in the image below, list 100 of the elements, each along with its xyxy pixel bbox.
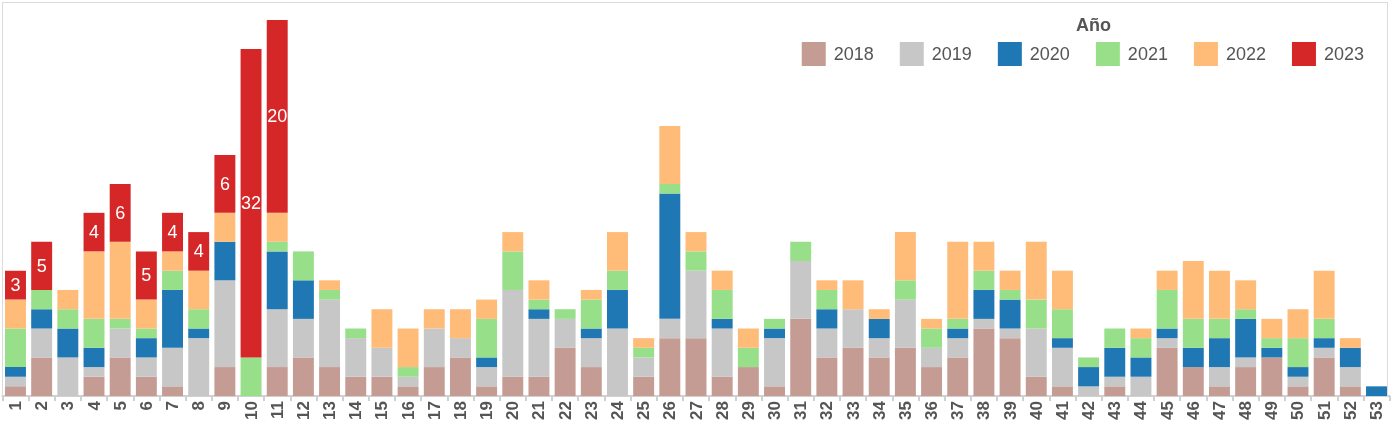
x-tick-label: 18 xyxy=(450,401,470,420)
bar xyxy=(31,357,53,396)
bar xyxy=(554,347,576,396)
bar xyxy=(1287,367,1309,377)
bar xyxy=(1078,357,1100,368)
bar xyxy=(240,357,262,396)
bar xyxy=(580,328,602,339)
bar xyxy=(894,299,916,348)
bar xyxy=(476,357,498,368)
bar xyxy=(1209,318,1230,339)
bar xyxy=(476,318,498,358)
bar xyxy=(921,367,943,396)
x-tick-label: 8 xyxy=(189,401,209,411)
bar xyxy=(1313,347,1335,358)
bar xyxy=(5,386,26,396)
bar xyxy=(397,367,419,377)
bar xyxy=(685,270,707,339)
bar xyxy=(1182,347,1204,368)
bar xyxy=(135,357,157,377)
bar xyxy=(135,338,157,358)
bar xyxy=(214,212,236,242)
x-tick-label: 12 xyxy=(293,401,313,420)
bar xyxy=(162,289,183,348)
x-tick-label: 25 xyxy=(634,401,654,420)
bar xyxy=(162,270,183,290)
bar xyxy=(580,338,602,368)
bar xyxy=(83,347,105,368)
bar xyxy=(1287,338,1309,368)
x-tick-label: 45 xyxy=(1157,401,1177,420)
bar xyxy=(319,289,341,300)
bar xyxy=(764,328,785,339)
bar xyxy=(319,299,341,368)
bar xyxy=(737,347,759,368)
bar xyxy=(292,280,314,319)
bar xyxy=(345,328,367,339)
bar xyxy=(764,386,785,396)
bar xyxy=(109,357,131,396)
bar xyxy=(266,20,288,213)
bar xyxy=(659,126,681,184)
x-tick-label: 38 xyxy=(974,401,994,420)
bar xyxy=(737,367,759,396)
bar xyxy=(135,299,157,329)
bar xyxy=(1261,318,1283,339)
x-tick-label: 49 xyxy=(1262,401,1282,420)
bar xyxy=(999,270,1021,290)
bar xyxy=(57,309,79,329)
bar xyxy=(266,241,288,252)
x-tick-label: 10 xyxy=(241,401,261,420)
bar xyxy=(894,232,916,281)
bar xyxy=(607,232,628,271)
x-tick-label: 41 xyxy=(1052,401,1072,420)
x-tick-label: 22 xyxy=(555,401,575,420)
bar xyxy=(1235,280,1257,310)
bar xyxy=(842,347,864,396)
bar xyxy=(266,251,288,310)
legend-label: 2021 xyxy=(1127,44,1168,64)
bar xyxy=(109,241,131,319)
data-label: 4 xyxy=(89,222,100,243)
x-tick-label: 6 xyxy=(136,401,156,411)
x-tick-label: 29 xyxy=(738,401,758,420)
bar xyxy=(449,357,471,396)
x-tick-label: 37 xyxy=(948,401,968,420)
bar xyxy=(711,270,733,290)
bar xyxy=(973,241,995,271)
bar xyxy=(633,376,655,396)
bar xyxy=(1313,318,1335,339)
bar xyxy=(528,309,550,319)
x-tick-label: 1 xyxy=(5,401,25,411)
bar xyxy=(1235,357,1257,368)
legend-label: 2023 xyxy=(1323,44,1364,64)
bar xyxy=(973,328,995,396)
bar xyxy=(737,328,759,348)
data-label: 4 xyxy=(167,222,178,243)
bar xyxy=(711,318,733,329)
bar xyxy=(1051,270,1073,310)
bar xyxy=(5,367,26,377)
bar xyxy=(711,376,733,396)
bar xyxy=(1366,386,1387,396)
bar xyxy=(554,318,576,348)
bar xyxy=(1078,367,1100,387)
bar xyxy=(57,328,79,358)
x-tick-label: 35 xyxy=(895,401,915,420)
bar xyxy=(1104,328,1126,348)
x-tick-label: 43 xyxy=(1105,401,1125,420)
bar xyxy=(1261,357,1283,396)
bar xyxy=(292,318,314,358)
x-tick-label: 16 xyxy=(398,401,418,420)
bar xyxy=(764,318,785,329)
x-tick-label: 32 xyxy=(817,401,837,420)
x-tick-label: 51 xyxy=(1314,401,1334,420)
bar xyxy=(83,367,105,377)
bar xyxy=(83,376,105,396)
bar xyxy=(449,309,471,339)
data-label: 4 xyxy=(193,241,204,262)
data-label: 5 xyxy=(141,265,152,286)
bar xyxy=(1235,367,1257,396)
x-tick-label: 20 xyxy=(503,401,523,420)
x-tick-label: 36 xyxy=(922,401,942,420)
bar xyxy=(476,299,498,319)
bar xyxy=(528,376,550,396)
